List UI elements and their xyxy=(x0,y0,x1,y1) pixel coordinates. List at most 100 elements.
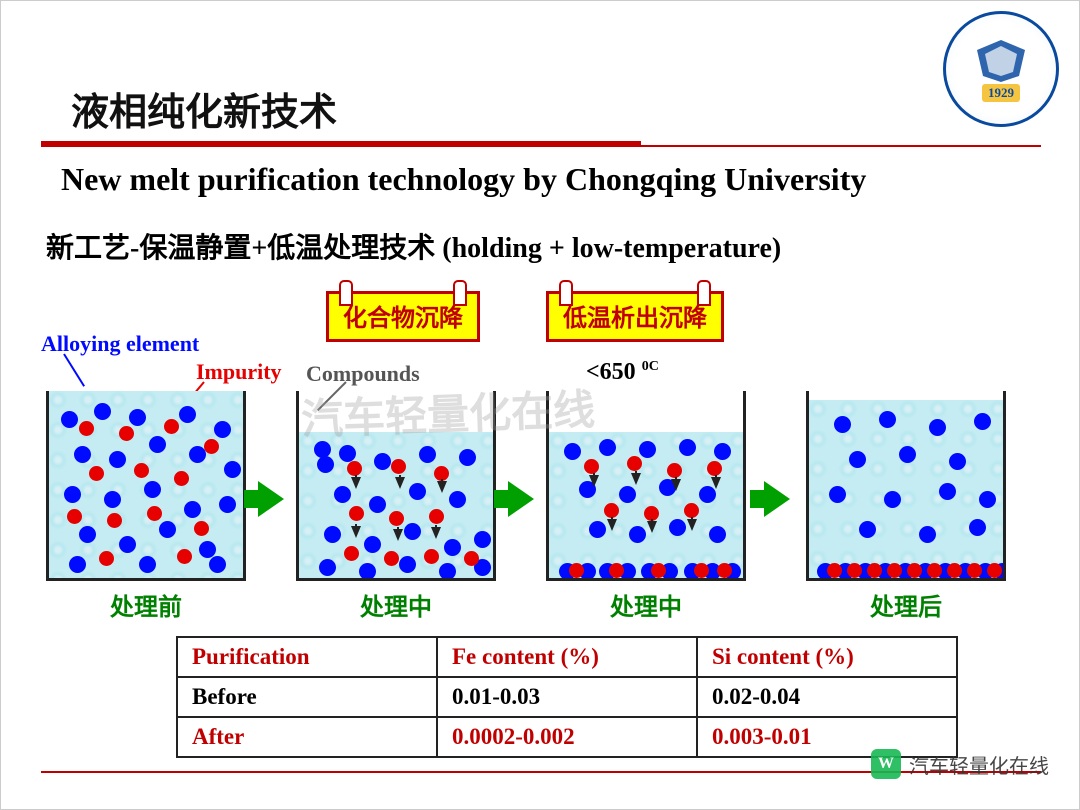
blue-dot xyxy=(709,526,726,543)
red-dot xyxy=(424,549,439,564)
blue-dot xyxy=(144,481,161,498)
blue-dot xyxy=(459,449,476,466)
red-dot xyxy=(391,459,406,474)
process-arrow-icon xyxy=(764,481,790,517)
red-dot xyxy=(584,459,599,474)
blue-dot xyxy=(199,541,216,558)
red-dot xyxy=(174,471,189,486)
blue-dot xyxy=(159,521,176,538)
blue-dot xyxy=(224,461,241,478)
down-arrow-icon xyxy=(607,519,617,531)
beaker-caption: 处理中 xyxy=(546,587,746,622)
subtitle-cn-en: (holding + low-temperature) xyxy=(442,233,781,264)
red-dot xyxy=(67,509,82,524)
tag-lowtemp-settling: 低温析出沉降 xyxy=(546,291,724,342)
footer-watermark-text: 汽车轻量化在线 xyxy=(909,750,1049,779)
beaker-caption: 处理后 xyxy=(806,587,1006,622)
blue-dot xyxy=(879,411,896,428)
tag-compound-settling: 化合物沉降 xyxy=(326,291,480,342)
red-dot xyxy=(429,509,444,524)
red-dot xyxy=(651,563,666,578)
red-dot xyxy=(119,426,134,441)
blue-dot xyxy=(919,526,936,543)
red-dot xyxy=(79,421,94,436)
blue-dot xyxy=(679,439,696,456)
subtitle-cn-text: 新工艺-保温静置+低温处理技术 xyxy=(46,233,435,264)
blue-dot xyxy=(619,486,636,503)
red-dot xyxy=(907,563,922,578)
beaker-during2: 处理中 xyxy=(546,391,746,622)
red-dot xyxy=(867,563,882,578)
title-underline xyxy=(41,141,1041,147)
blue-dot xyxy=(324,526,341,543)
blue-dot xyxy=(374,453,391,470)
red-dot xyxy=(847,563,862,578)
red-dot xyxy=(667,463,682,478)
down-arrow-icon xyxy=(671,479,681,491)
red-dot xyxy=(99,551,114,566)
red-dot xyxy=(177,549,192,564)
blue-dot xyxy=(409,483,426,500)
red-dot xyxy=(569,563,584,578)
blue-dot xyxy=(399,556,416,573)
blue-dot xyxy=(714,443,731,460)
red-dot xyxy=(134,463,149,478)
down-arrow-icon xyxy=(711,477,721,489)
table-cell: 0.0002-0.002 xyxy=(437,717,697,757)
blue-dot xyxy=(219,496,236,513)
table-header: Si content (%) xyxy=(697,637,957,677)
beaker-before: 处理前 xyxy=(46,391,246,622)
red-dot xyxy=(604,503,619,518)
footer-watermark: W 汽车轻量化在线 xyxy=(871,749,1049,779)
beaker-caption: 处理前 xyxy=(46,587,246,622)
blue-dot xyxy=(319,559,336,576)
blue-dot xyxy=(79,526,96,543)
down-arrow-icon xyxy=(631,473,641,485)
blue-dot xyxy=(334,486,351,503)
blue-dot xyxy=(364,536,381,553)
blue-dot xyxy=(439,563,456,580)
red-dot xyxy=(609,563,624,578)
blue-dot xyxy=(74,446,91,463)
blue-dot xyxy=(829,486,846,503)
blue-dot xyxy=(929,419,946,436)
red-dot xyxy=(967,563,982,578)
red-dot xyxy=(707,461,722,476)
blue-dot xyxy=(444,539,461,556)
table-row: After0.0002-0.0020.003-0.01 xyxy=(177,717,957,757)
red-dot xyxy=(147,506,162,521)
blue-dot xyxy=(899,446,916,463)
red-dot xyxy=(464,551,479,566)
blue-dot xyxy=(629,526,646,543)
red-dot xyxy=(204,439,219,454)
subtitle-en: New melt purification technology by Chon… xyxy=(61,161,866,198)
blue-dot xyxy=(61,411,78,428)
blue-dot xyxy=(69,556,86,573)
blue-dot xyxy=(64,486,81,503)
process-arrow-icon xyxy=(508,481,534,517)
subtitle-cn: 新工艺-保温静置+低温处理技术 (holding + low-temperatu… xyxy=(46,226,781,266)
blue-dot xyxy=(109,451,126,468)
blue-dot xyxy=(949,453,966,470)
results-table: PurificationFe content (%)Si content (%)… xyxy=(176,636,958,758)
blue-dot xyxy=(974,413,991,430)
blue-dot xyxy=(449,491,466,508)
blue-dot xyxy=(599,439,616,456)
page-title-cn: 液相纯化新技术 xyxy=(71,81,337,136)
red-dot xyxy=(947,563,962,578)
red-dot xyxy=(684,503,699,518)
red-dot xyxy=(89,466,104,481)
blue-dot xyxy=(404,523,421,540)
beaker-caption: 处理中 xyxy=(296,587,496,622)
red-dot xyxy=(107,513,122,528)
down-arrow-icon xyxy=(437,481,447,493)
down-arrow-icon xyxy=(647,521,657,533)
process-diagram: Alloying element Impurity Compounds <650… xyxy=(46,281,1036,621)
blue-dot xyxy=(104,491,121,508)
university-logo: 1929 xyxy=(943,11,1059,127)
blue-dot xyxy=(849,451,866,468)
blue-dot xyxy=(589,521,606,538)
impurity-label: Impurity xyxy=(196,359,276,385)
red-dot xyxy=(164,419,179,434)
red-dot xyxy=(694,563,709,578)
